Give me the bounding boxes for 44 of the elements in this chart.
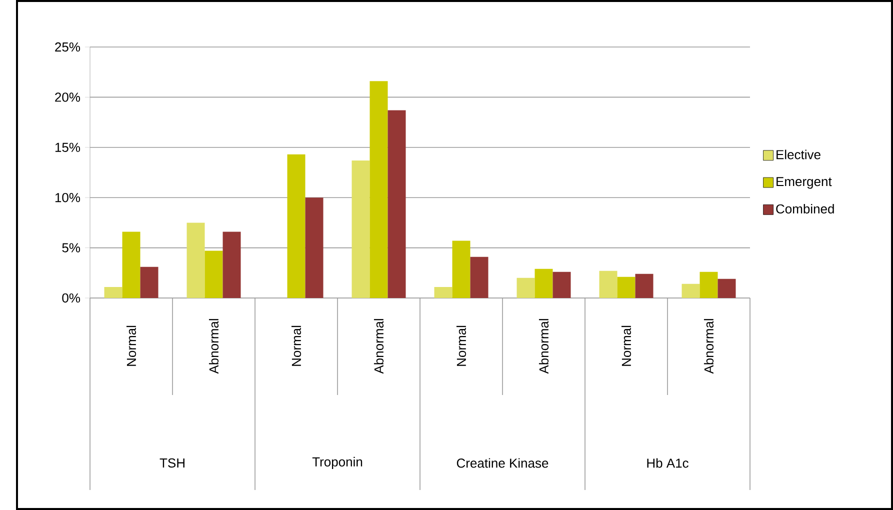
bar	[305, 198, 324, 298]
x-tick-label: Abnormal	[374, 319, 384, 374]
bar	[534, 268, 553, 298]
bar	[104, 286, 122, 298]
y-tick-label: 0%	[62, 293, 80, 303]
bar	[718, 278, 736, 298]
bar	[599, 270, 618, 298]
x-tick-label: Normal	[291, 326, 302, 366]
bar	[140, 266, 158, 298]
bar	[516, 278, 535, 298]
y-tick-label: 5%	[62, 243, 80, 252]
y-tick-label: 25%	[55, 42, 80, 52]
x-tick-label: Abnormal	[704, 319, 714, 374]
bar	[635, 274, 654, 298]
y-tick-label: 15%	[55, 142, 80, 152]
bar	[617, 276, 636, 298]
x-tick-label: Normal	[621, 326, 632, 366]
bar	[452, 240, 470, 298]
bar	[204, 250, 223, 298]
bar	[552, 272, 571, 298]
text: Hb A1c	[647, 458, 688, 468]
bar	[388, 110, 406, 298]
legend-label: Combined	[776, 204, 834, 214]
x-tick-label: Normal	[456, 326, 466, 366]
bar	[370, 81, 388, 298]
x-tick-label: Abnormal	[538, 319, 549, 374]
bar	[287, 154, 306, 298]
text: Creatine Kinase	[456, 458, 548, 468]
text: TSH	[160, 458, 184, 468]
bar	[682, 284, 700, 298]
bar	[186, 222, 205, 298]
bar	[434, 286, 452, 298]
bar	[352, 160, 370, 298]
y-tick-label: 10%	[55, 192, 80, 202]
legend-label: Elective	[776, 150, 820, 160]
x-tick-label: Normal	[126, 326, 136, 366]
bar	[470, 256, 488, 298]
y-tick-label: 20%	[55, 92, 80, 102]
text: Troponin	[312, 456, 362, 470]
bar	[700, 272, 718, 298]
legend-label: Emergent	[776, 177, 832, 189]
bar	[122, 232, 140, 298]
x-tick-label: Abnormal	[208, 319, 219, 374]
bar	[222, 232, 241, 298]
